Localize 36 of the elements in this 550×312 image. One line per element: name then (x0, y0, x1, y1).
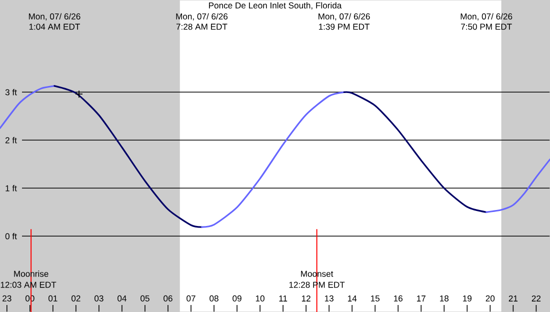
x-tick-label: 02 (72, 295, 80, 302)
x-tick-label: 15 (371, 295, 380, 302)
x-tick-label: 14 (348, 296, 357, 302)
annotation: Mon, 07/ 6/26 (176, 13, 228, 20)
x-tick-label: 20 (486, 295, 495, 302)
x-tick-label: 03 (94, 295, 104, 302)
x-tick-label: 18 (440, 295, 449, 302)
annotation: Mon, 07/ 6/26 (28, 13, 80, 20)
x-tick-label: 12 (302, 295, 310, 302)
x-tick-label: 04 (118, 295, 126, 302)
x-tick-label: 07 (186, 295, 196, 302)
x-tick-label: 22 (532, 295, 541, 302)
x-tick-label: 17 (417, 296, 426, 302)
annotation: 1:39 PM EDT (318, 24, 370, 30)
annotation: 7:50 PM EDT (461, 24, 512, 30)
y-tick-label: 1 ft (6, 185, 17, 192)
y-tick-label: 2 ft (5, 137, 17, 144)
x-tick-label: 11 (279, 296, 288, 302)
annotation: Mon, 07/ 6/26 (318, 13, 370, 20)
x-tick-label: 13 (324, 295, 334, 302)
x-tick-label: 10 (256, 295, 264, 302)
x-tick-label: 01 (48, 295, 58, 302)
x-tick-label: 16 (394, 295, 403, 302)
x-tick-label: 05 (140, 295, 150, 302)
x-tick-label: 19 (463, 295, 472, 302)
x-tick-label: 09 (232, 295, 242, 302)
annotation: 1:04 AM EDT (29, 24, 80, 30)
x-tick-label: 08 (210, 295, 218, 302)
x-tick-label: 23 (2, 295, 12, 302)
annotation: Mon, 07/ 6/26 (460, 13, 512, 20)
y-tick-label: 0 ft (5, 233, 17, 240)
annotation: 7:28 AM EDT (176, 24, 228, 30)
chart-title: Ponce De Leon Inlet South, Florida (209, 2, 342, 10)
x-tick-label: 06 (164, 295, 172, 302)
y-tick-label: 3 ft (5, 89, 17, 96)
x-tick-label: 21 (508, 295, 518, 302)
